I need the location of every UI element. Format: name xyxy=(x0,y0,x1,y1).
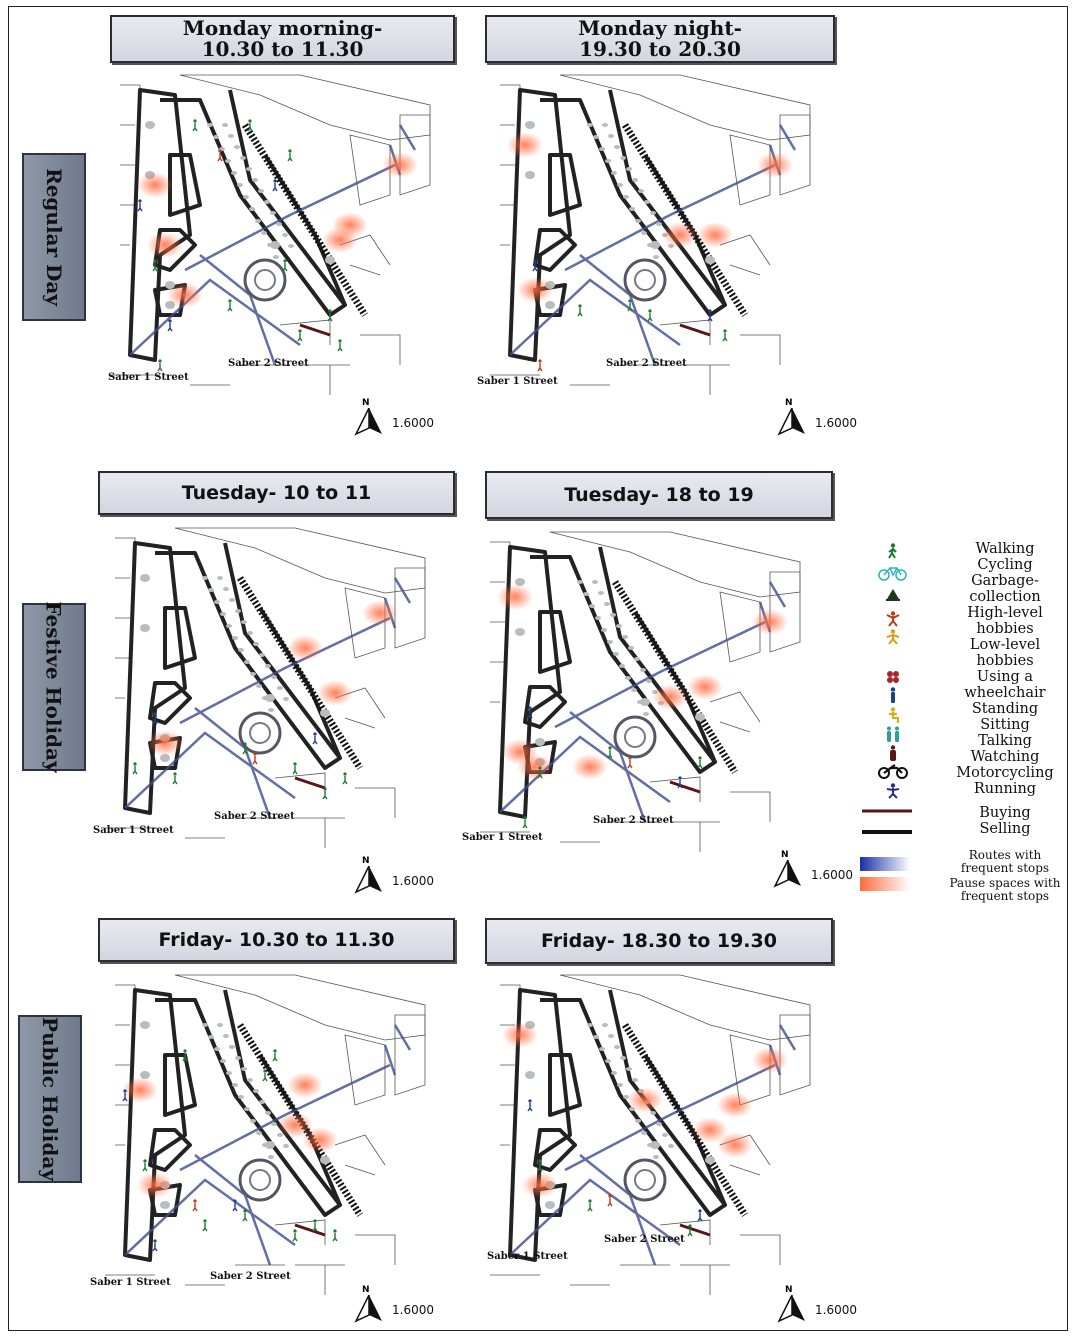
buying-line xyxy=(862,802,912,820)
cycling-icon xyxy=(868,564,918,582)
panel-title-friday-morning: Friday- 10.30 to 11.30 xyxy=(98,918,455,962)
street-label-saber-2: Saber 2 Street xyxy=(606,358,687,369)
motorcycling-icon xyxy=(868,762,918,780)
panel-title-monday-morning: Monday morning- 10.30 to 11.30 xyxy=(110,15,455,63)
legend-label: Low-level hobbies xyxy=(969,637,1041,669)
legend-label: Selling xyxy=(979,821,1031,837)
map-tuesday-morning xyxy=(95,518,435,848)
panel-title-tuesday-evening: Tuesday- 18 to 19 xyxy=(485,471,833,519)
legend-label: Routes with frequent stops xyxy=(960,848,1050,875)
map-tuesday-evening xyxy=(470,522,810,852)
north-arrow-icon xyxy=(777,1295,805,1323)
street-label-saber-2: Saber 2 Street xyxy=(214,811,295,822)
legend-label: High-level hobbies xyxy=(967,605,1043,637)
pause-gradient xyxy=(860,875,910,893)
north-arrow-icon xyxy=(354,866,382,894)
legend-label: Watching xyxy=(970,749,1040,765)
panel-title-friday-evening: Friday- 18.30 to 19.30 xyxy=(485,918,833,964)
standing-icon xyxy=(868,686,918,704)
north-arrow-scale: N 1.6000 xyxy=(354,856,474,896)
garbage-collection-icon xyxy=(868,586,918,604)
legend-label: Cycling xyxy=(977,557,1033,573)
map-friday-morning xyxy=(95,965,435,1295)
legend-label: Walking xyxy=(975,541,1035,557)
panel-title-monday-night: Monday night- 19.30 to 20.30 xyxy=(485,15,835,63)
legend-label: Buying xyxy=(979,805,1031,821)
walking-icon xyxy=(868,542,918,560)
map-monday-morning xyxy=(100,65,440,395)
legend-label: Sitting xyxy=(980,717,1030,733)
legend-label: Standing xyxy=(971,701,1039,717)
street-label-saber-1: Saber 1 Street xyxy=(477,376,558,387)
wheelchair-icon xyxy=(868,668,918,686)
watching-icon xyxy=(868,744,918,762)
selling-line xyxy=(862,823,912,841)
map-monday-night xyxy=(480,65,820,395)
row-label-public-holiday: Public Holiday xyxy=(18,1015,82,1183)
panel-title-tuesday-morning: Tuesday- 10 to 11 xyxy=(98,471,455,515)
map-legend: Walking Cycling Garbage- collection High… xyxy=(860,540,1070,910)
street-label-saber-2: Saber 2 Street xyxy=(210,1271,291,1282)
routes-gradient xyxy=(860,855,910,873)
talking-icon xyxy=(868,725,918,743)
legend-label: Using a wheelchair xyxy=(964,669,1046,701)
street-label-saber-1: Saber 1 Street xyxy=(108,372,189,383)
street-label-saber-2: Saber 2 Street xyxy=(593,815,674,826)
running-icon xyxy=(868,782,918,800)
street-label-saber-2: Saber 2 Street xyxy=(604,1234,685,1245)
legend-label: Garbage- collection xyxy=(969,573,1041,605)
row-label-festive-holiday: Festive Holiday xyxy=(22,601,86,773)
north-arrow-scale: N 1.6000 xyxy=(777,1285,897,1325)
north-arrow-icon xyxy=(773,860,801,888)
north-arrow-scale: N 1.6000 xyxy=(354,1285,474,1325)
sitting-icon xyxy=(868,706,918,724)
north-arrow-scale: N 1.6000 xyxy=(354,398,474,438)
street-label-saber-1: Saber 1 Street xyxy=(93,825,174,836)
north-arrow-scale: N 1.6000 xyxy=(773,850,893,890)
row-label-regular-day: Regular Day xyxy=(22,153,86,321)
north-arrow-icon xyxy=(354,408,382,436)
north-arrow-scale: N 1.6000 xyxy=(777,398,897,438)
street-label-saber-2: Saber 2 Street xyxy=(228,358,309,369)
street-label-saber-1: Saber 1 Street xyxy=(487,1251,568,1262)
street-label-saber-1: Saber 1 Street xyxy=(90,1277,171,1288)
legend-label: Pause spaces with frequent stops xyxy=(949,876,1061,903)
map-friday-evening xyxy=(480,965,820,1295)
legend-label: Motorcycling xyxy=(956,765,1054,781)
north-arrow-icon xyxy=(354,1295,382,1323)
low-level-hobbies-icon xyxy=(868,628,918,646)
figure-frame xyxy=(8,6,1068,1331)
street-label-saber-1: Saber 1 Street xyxy=(462,832,543,843)
legend-label: Running xyxy=(973,781,1037,797)
high-level-hobbies-icon xyxy=(868,610,918,628)
legend-label: Talking xyxy=(978,733,1032,749)
north-arrow-icon xyxy=(777,408,805,436)
